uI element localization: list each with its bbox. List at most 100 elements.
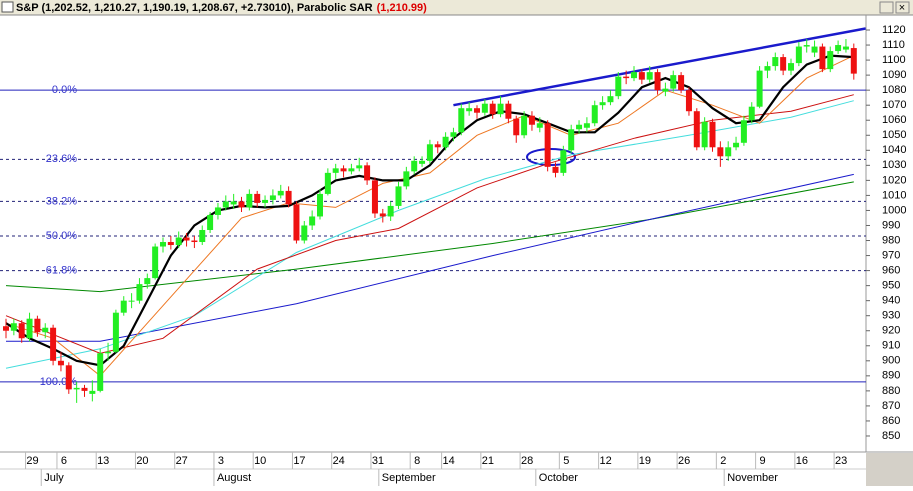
candle-body xyxy=(678,75,685,91)
candle-body xyxy=(364,165,371,181)
candle-body xyxy=(536,123,543,128)
candle-body xyxy=(254,193,261,203)
x-tick-label: 5 xyxy=(563,455,569,467)
overlay-line xyxy=(5,100,854,369)
overlay-line xyxy=(5,55,855,377)
candle-body xyxy=(740,120,747,143)
candle-body xyxy=(842,46,849,50)
candle-body xyxy=(3,326,9,331)
candle-body xyxy=(442,136,449,148)
candle-body xyxy=(583,123,590,128)
candle-body xyxy=(631,72,637,79)
fib-label: 23.6% xyxy=(46,153,77,165)
candle-body xyxy=(317,193,323,217)
y-tick-label: 1110 xyxy=(882,39,905,51)
candle-body xyxy=(277,190,284,196)
x-tick-label: 19 xyxy=(639,455,651,467)
candle-body xyxy=(230,201,237,205)
x-tick-label: 8 xyxy=(414,455,420,467)
y-tick-label: 970 xyxy=(882,249,900,261)
candle-body xyxy=(717,147,724,157)
candle-body xyxy=(269,195,276,200)
candle-body xyxy=(497,103,504,115)
candle-body xyxy=(324,172,331,194)
candle-body xyxy=(403,171,410,187)
candle-body xyxy=(544,123,551,167)
candle-body xyxy=(505,103,512,119)
chart-icon xyxy=(1,1,14,13)
candle-body xyxy=(340,168,347,172)
candle-body xyxy=(89,390,96,394)
x-tick-label: 3 xyxy=(218,455,224,467)
candle-body xyxy=(434,144,441,148)
trendline xyxy=(453,27,866,107)
candle-body xyxy=(207,214,214,230)
candle-body xyxy=(105,351,112,354)
y-tick-label: 960 xyxy=(882,264,900,276)
y-tick-label: 1060 xyxy=(882,114,906,126)
candle-body xyxy=(576,124,583,130)
close-button[interactable] xyxy=(895,1,910,14)
x-tick-label: 27 xyxy=(176,455,188,467)
fib-label: 0.0% xyxy=(52,84,77,96)
highlight-ellipse xyxy=(526,148,576,166)
month-label: November xyxy=(727,472,778,484)
candle-body xyxy=(348,168,355,172)
candle-body xyxy=(638,72,645,80)
candle-body xyxy=(73,387,80,390)
chart-title: S&P (1,202.52, 1,210.27, 1,190.19, 1,208… xyxy=(16,2,373,14)
candle-body xyxy=(756,70,763,107)
candle-body xyxy=(222,201,229,208)
y-tick-label: 940 xyxy=(882,295,900,307)
candle-body xyxy=(301,225,308,241)
candle-body xyxy=(65,365,72,390)
month-label: September xyxy=(382,472,436,484)
x-tick-label: 21 xyxy=(482,455,494,467)
x-tick-label: 29 xyxy=(26,455,38,467)
candle-body xyxy=(160,242,166,247)
month-label: July xyxy=(44,472,64,484)
candle-body xyxy=(599,102,606,106)
candle-body xyxy=(811,46,818,53)
candle-body xyxy=(827,51,834,70)
candle-body xyxy=(183,237,190,241)
candle-body xyxy=(795,46,802,64)
overlay-line xyxy=(6,173,854,342)
fib-label: 50.0% xyxy=(46,230,77,242)
candle-body xyxy=(191,240,198,243)
x-tick-label: 13 xyxy=(97,455,109,467)
candle-body xyxy=(81,387,88,391)
candle-body xyxy=(34,318,41,333)
candle-body xyxy=(379,213,386,217)
candle-body xyxy=(725,147,732,157)
y-tick-label: 1030 xyxy=(882,159,906,171)
overlay-line xyxy=(5,54,854,367)
candle-body xyxy=(764,66,771,71)
candle-body xyxy=(285,190,292,205)
candle-body xyxy=(623,76,630,79)
close-icon: × xyxy=(899,2,905,14)
x-tick-label: 20 xyxy=(136,455,148,467)
candle-body xyxy=(26,318,33,339)
y-tick-label: 1080 xyxy=(882,84,906,96)
restore-button[interactable] xyxy=(879,1,894,14)
y-tick-label: 920 xyxy=(882,325,900,337)
candle-body xyxy=(772,57,779,67)
candle-body xyxy=(709,121,716,148)
candle-body xyxy=(780,57,787,71)
candle-body xyxy=(238,201,245,208)
y-tick-label: 1040 xyxy=(882,144,906,156)
x-tick-label: 2 xyxy=(720,455,726,467)
y-tick-label: 1100 xyxy=(882,54,906,66)
candle-body xyxy=(474,108,480,113)
candle-body xyxy=(112,312,119,352)
candle-body xyxy=(120,300,127,313)
candle-body xyxy=(513,118,520,136)
overlay-line xyxy=(5,181,854,293)
x-tick-label: 23 xyxy=(835,455,847,467)
x-tick-label: 16 xyxy=(796,455,808,467)
candle-body xyxy=(662,88,669,92)
candle-body xyxy=(214,207,221,215)
y-tick-label: 950 xyxy=(882,280,900,292)
